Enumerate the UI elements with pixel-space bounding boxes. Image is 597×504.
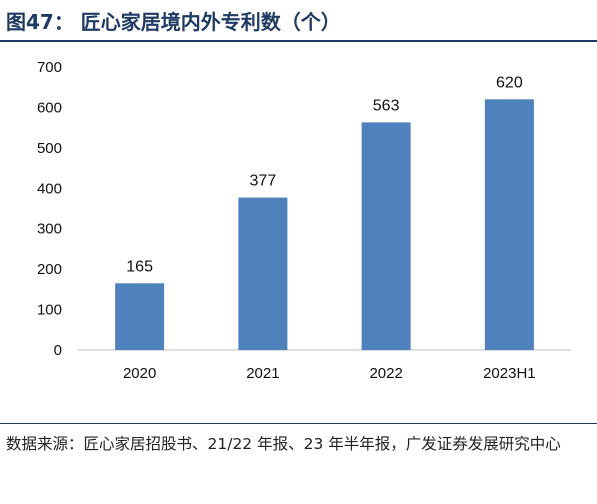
bar-2020 xyxy=(115,283,165,350)
y-tick-label: 300 xyxy=(37,221,62,238)
y-tick-label: 100 xyxy=(37,302,62,319)
data-label-2020: 165 xyxy=(126,258,153,275)
y-tick-label: 500 xyxy=(37,140,62,157)
bar-2021 xyxy=(238,197,288,350)
bars xyxy=(115,99,534,350)
figure-title: 图47： 匠心家居境内外专利数（个） xyxy=(6,10,341,34)
x-tick-label: 2020 xyxy=(123,365,156,382)
data-label-2023H1: 620 xyxy=(496,74,523,91)
data-label-2022: 563 xyxy=(373,97,400,114)
y-tick-label: 0 xyxy=(54,342,62,359)
y-axis: 0 100 200 300 400 500 600 700 xyxy=(37,59,62,359)
x-tick-label: 2021 xyxy=(246,365,279,382)
source-divider xyxy=(0,423,597,424)
y-tick-label: 400 xyxy=(37,180,62,197)
bar-chart: 0 100 200 300 400 500 600 700 165 377 563 620 2020… xyxy=(37,59,571,382)
y-tick-label: 700 xyxy=(37,59,62,76)
title-divider xyxy=(0,40,597,42)
x-tick-label: 2023H1 xyxy=(483,365,536,382)
bar-2022 xyxy=(361,122,411,350)
figure-header: 图47： 匠心家居境内外专利数（个） xyxy=(0,0,597,42)
bar-2023H1 xyxy=(484,99,534,350)
x-axis: 2020 2021 2022 2023H1 xyxy=(123,365,536,382)
data-label-2021: 377 xyxy=(250,173,277,190)
y-tick-label: 200 xyxy=(37,261,62,278)
data-labels: 165 377 563 620 xyxy=(126,74,523,275)
x-tick-label: 2022 xyxy=(369,365,402,382)
y-tick-label: 600 xyxy=(37,99,62,116)
figure-source: 数据来源：匠心家居招股书、21/22 年报、23 年半年报，广发证券发展研究中心 xyxy=(6,435,561,453)
